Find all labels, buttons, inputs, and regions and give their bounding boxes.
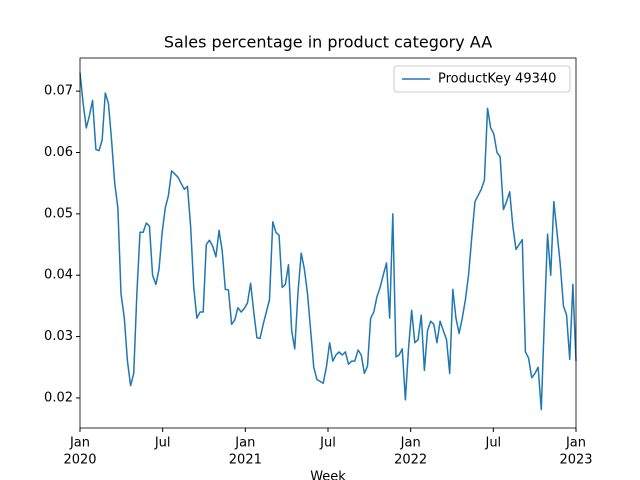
y-tick-label: 0.04	[44, 268, 73, 283]
plot-frame	[79, 57, 577, 429]
x-tick-label: Jan	[565, 436, 586, 451]
y-tick-label: 0.07	[44, 84, 73, 99]
x-tick-label: Jan	[234, 436, 255, 451]
y-tick-label: 0.06	[44, 145, 73, 160]
x-tick-label: Jul	[154, 436, 171, 451]
legend-label: ProductKey 49340	[438, 72, 556, 87]
x-tick-year: 2021	[229, 453, 262, 468]
x-tick-year: 2023	[559, 453, 592, 468]
x-tick-label: Jul	[484, 436, 501, 451]
x-axis-label: Week	[310, 470, 346, 480]
line-series	[79, 72, 577, 411]
x-tick-label: Jan	[400, 436, 421, 451]
y-tick-label: 0.03	[44, 329, 73, 344]
x-tick-label: Jul	[319, 436, 336, 451]
legend-box	[393, 65, 571, 93]
chart-title: Sales percentage in product category AA	[164, 33, 492, 52]
x-tick-label: Jan	[69, 436, 90, 451]
y-tick-label: 0.02	[44, 390, 73, 405]
x-tick-year: 2020	[63, 453, 96, 468]
x-tick-year: 2022	[394, 453, 427, 468]
y-tick-label: 0.05	[44, 206, 73, 221]
